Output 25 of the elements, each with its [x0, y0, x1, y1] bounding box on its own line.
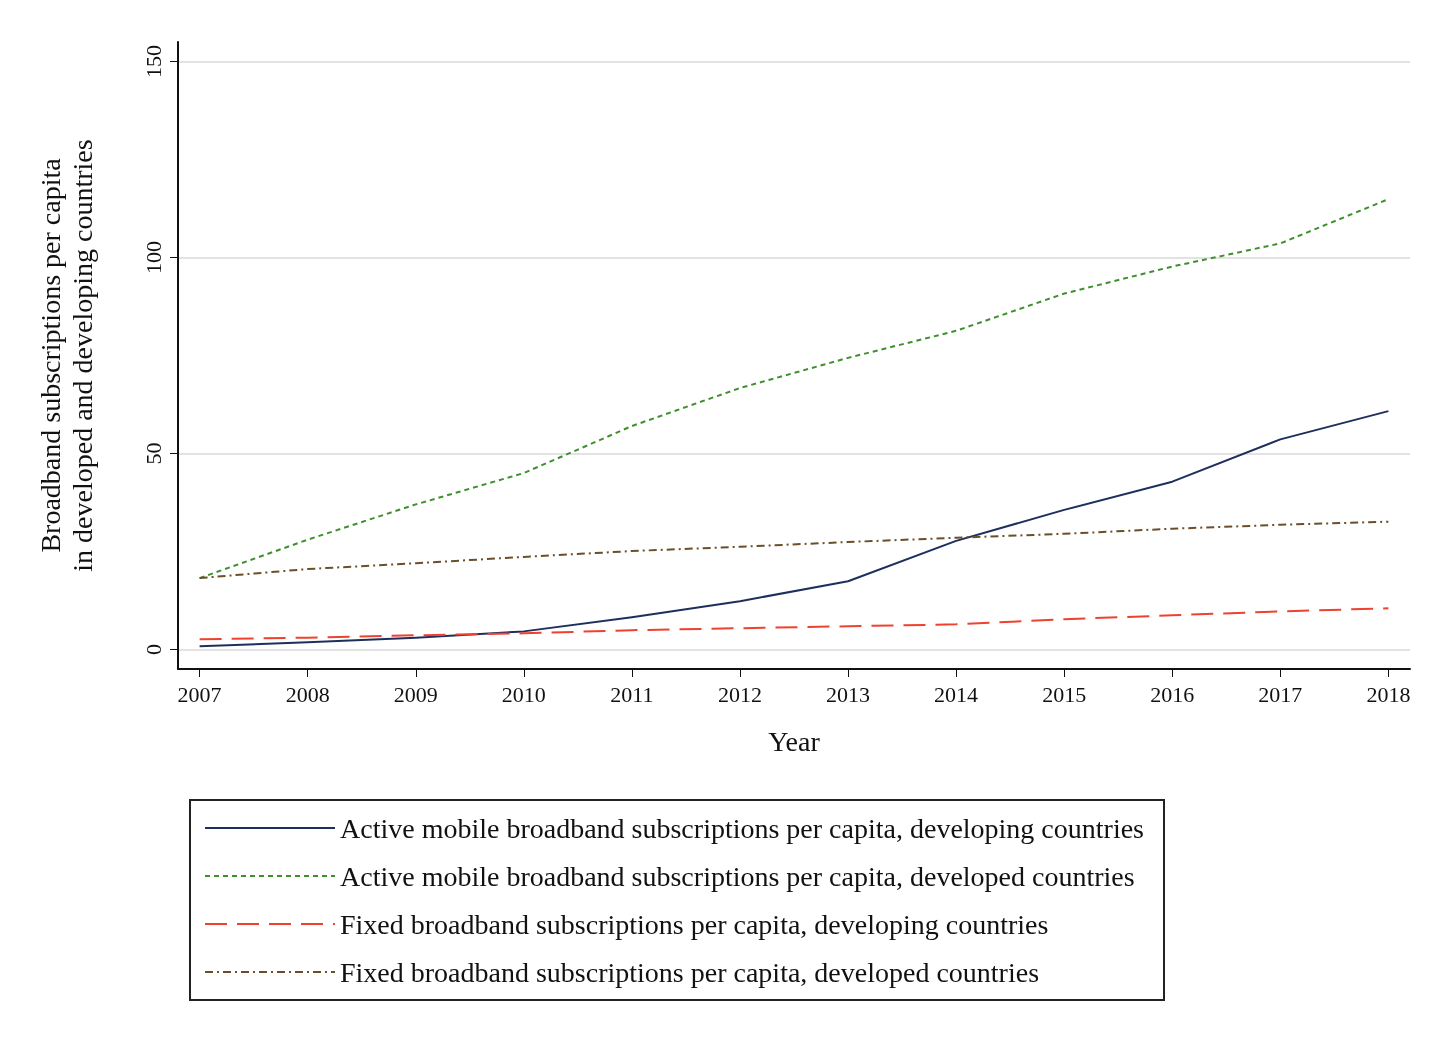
x-tick-label: 2012	[717, 681, 762, 707]
line-series	[198, 410, 1390, 648]
legend-label: Active mobile broadband subscriptions per capita, developed countries	[340, 860, 1135, 892]
x-tick-label: 2008	[285, 681, 330, 707]
x-tick-label: 2018	[1366, 681, 1411, 707]
x-tick-label: 2010	[501, 681, 546, 707]
x-tick-label: 2017	[1258, 681, 1303, 707]
y-tick-label: 0	[140, 643, 166, 655]
x-tick-label: 2015	[1042, 681, 1087, 707]
legend-label: Fixed broadband subscriptions per capita, developed countries	[340, 956, 1040, 988]
legend-label: Fixed broadband subscriptions per capita, developing countries	[340, 908, 1049, 940]
y-tick-label: 50	[140, 442, 166, 465]
line-series	[198, 520, 1390, 580]
legend-label: Active mobile broadband subscriptions per capita, developing countries	[340, 812, 1145, 844]
y-axis-title: Broadband subscriptions per capita in developed and developing countries	[34, 139, 98, 572]
line-series	[198, 607, 1390, 641]
y-tick-label: 150	[140, 45, 166, 79]
y-tick-label: 100	[140, 241, 166, 275]
x-axis-title: Year	[768, 725, 821, 757]
x-tick-label: 2007	[177, 681, 222, 707]
x-tick-label: 2016	[1150, 681, 1195, 707]
x-tick-label: 2013	[826, 681, 871, 707]
x-tick-label: 2011	[610, 681, 654, 707]
x-tick-label: 2009	[393, 681, 438, 707]
x-tick-label: 2014	[934, 681, 979, 707]
